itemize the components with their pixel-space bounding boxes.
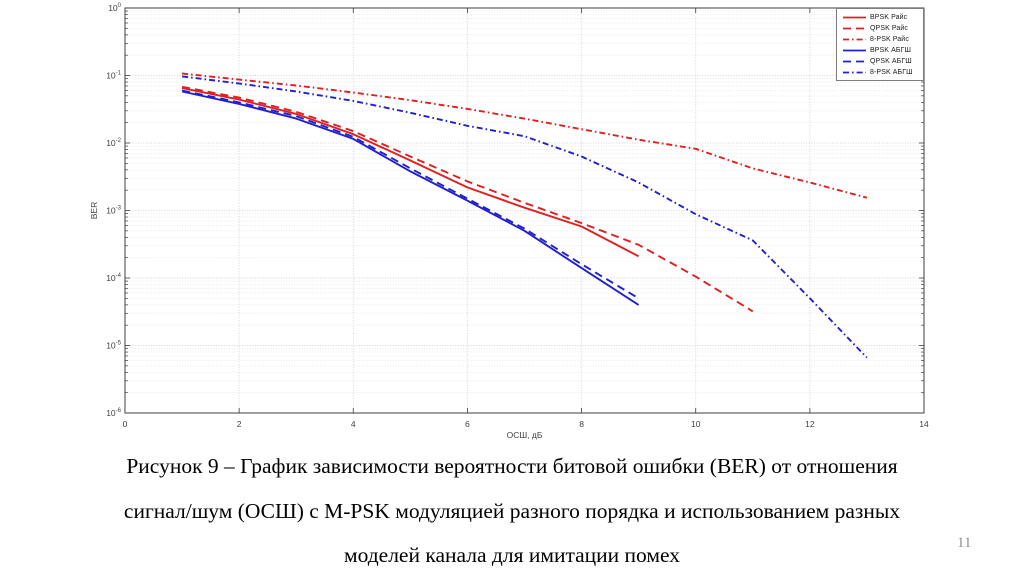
chart-legend: BPSK Райс QPSK Райс 8-PSK Райс BPSK АБГШ QPS… bbox=[836, 8, 924, 81]
x-tick-label: 6 bbox=[465, 419, 470, 429]
curve-8psk-awgn bbox=[181, 75, 868, 359]
legend-item-bpsk-rice: BPSK Райс bbox=[842, 12, 921, 23]
x-axis-label: ОСШ, дБ bbox=[507, 430, 543, 440]
curve-8psk-rice bbox=[181, 72, 868, 199]
legend-label: QPSK АБГШ bbox=[870, 58, 912, 65]
page-number: 11 bbox=[957, 535, 972, 551]
y-axis-label: BER bbox=[89, 202, 99, 219]
x-tick-label: 4 bbox=[351, 419, 356, 429]
y-tick-label: 10-2 bbox=[106, 138, 121, 148]
x-tick-label: 0 bbox=[123, 419, 128, 429]
x-tick-label: 12 bbox=[805, 419, 815, 429]
curve-bpsk-rice bbox=[181, 87, 640, 258]
legend-line-sample bbox=[843, 27, 866, 30]
y-tick-label: 100 bbox=[108, 3, 121, 13]
legend-line-sample bbox=[843, 60, 866, 63]
legend-label: 8-PSK Райс bbox=[870, 36, 909, 43]
caption-line-2: сигнал/шум (ОСШ) с M-PSK модуляцией разн… bbox=[123, 498, 901, 523]
legend-label: BPSK АБГШ bbox=[870, 47, 911, 54]
y-tick-label: 10-3 bbox=[106, 206, 121, 216]
legend-line-sample bbox=[843, 49, 866, 52]
legend-item-8psk-awgn: 8-PSK АБГШ bbox=[842, 67, 921, 78]
legend-item-8psk-rice: 8-PSK Райс bbox=[842, 34, 921, 45]
ber-plot-canvas: 0 2 4 6 8 10 12 14 100 10-1 10-2 10-3 10-4 10-5 10-6 ОС… bbox=[89, 3, 929, 440]
ber-vs-snr-chart: 0 2 4 6 8 10 12 14 100 10-1 10-2 10-3 10-4 10-5 10-6 ОС… bbox=[89, 3, 929, 440]
legend-line-sample bbox=[843, 38, 866, 41]
y-tick-label: 10-6 bbox=[106, 408, 121, 418]
caption-line-3: моделей канала для имитации помех bbox=[343, 543, 681, 567]
curve-qpsk-awgn bbox=[181, 89, 640, 300]
legend-line-sample bbox=[843, 16, 866, 19]
x-tick-label: 10 bbox=[691, 419, 701, 429]
legend-item-qpsk-rice: QPSK Райс bbox=[842, 23, 921, 34]
legend-label: 8-PSK АБГШ bbox=[870, 69, 913, 76]
legend-label: QPSK Райс bbox=[870, 25, 909, 32]
y-tick-label: 10-5 bbox=[106, 341, 121, 351]
legend-item-bpsk-awgn: BPSK АБГШ bbox=[842, 45, 921, 56]
caption-line-1: Рисунок 9 – График зависимости вероятнос… bbox=[126, 454, 898, 478]
x-tick-label: 8 bbox=[579, 419, 584, 429]
x-tick-label: 14 bbox=[919, 419, 929, 429]
curve-qpsk-rice bbox=[181, 85, 754, 313]
legend-label: BPSK Райс bbox=[870, 14, 908, 21]
legend-line-sample bbox=[843, 71, 866, 74]
y-tick-label: 10-1 bbox=[106, 71, 121, 81]
figure-caption: Рисунок 9 – График зависимости вероятнос… bbox=[0, 444, 1024, 574]
curve-bpsk-awgn bbox=[181, 90, 640, 306]
x-tick-label: 2 bbox=[237, 419, 242, 429]
legend-item-qpsk-awgn: QPSK АБГШ bbox=[842, 56, 921, 67]
y-tick-label: 10-4 bbox=[106, 273, 121, 283]
